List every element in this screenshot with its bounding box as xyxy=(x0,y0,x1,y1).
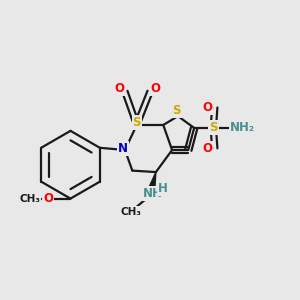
Text: CH₃: CH₃ xyxy=(120,207,141,217)
Text: S: S xyxy=(133,116,141,129)
Text: O: O xyxy=(202,101,212,114)
Text: CH₃: CH₃ xyxy=(19,194,40,204)
Text: S: S xyxy=(172,104,181,117)
Text: H: H xyxy=(158,182,168,195)
Text: N: N xyxy=(118,142,128,155)
Text: O: O xyxy=(115,82,125,95)
Text: O: O xyxy=(44,192,53,205)
Text: S: S xyxy=(209,122,218,134)
Polygon shape xyxy=(146,172,156,197)
Text: NH₂: NH₂ xyxy=(230,122,255,134)
Text: O: O xyxy=(150,82,160,95)
Text: O: O xyxy=(202,142,212,155)
Text: NH: NH xyxy=(143,187,163,200)
